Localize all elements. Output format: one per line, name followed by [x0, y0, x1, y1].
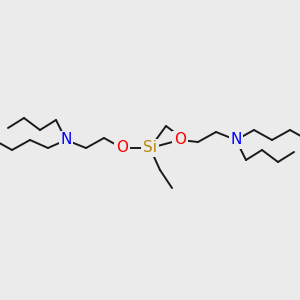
Text: O: O [174, 133, 186, 148]
Text: Si: Si [143, 140, 157, 155]
Text: O: O [116, 140, 128, 155]
Text: N: N [60, 133, 72, 148]
Text: N: N [230, 133, 242, 148]
